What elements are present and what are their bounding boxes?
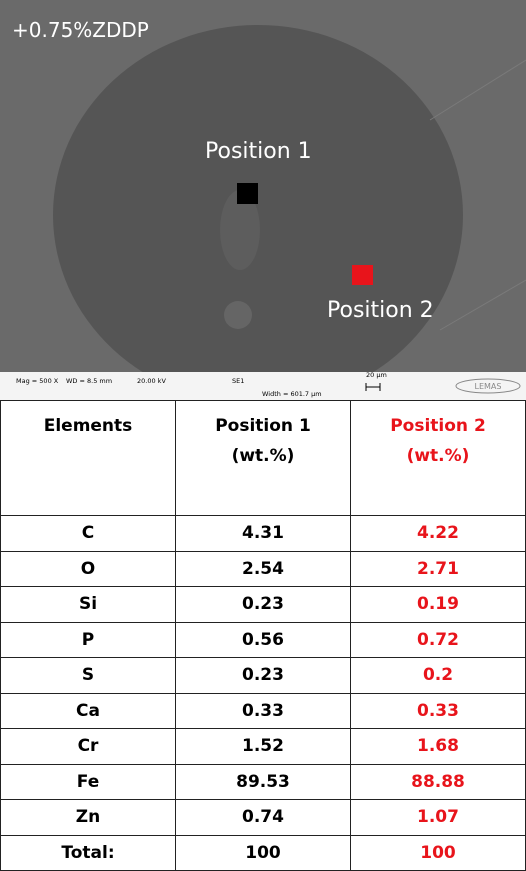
- table-row: O 2.54 2.71: [0, 550, 526, 587]
- image-label: +0.75%ZDDP: [12, 18, 149, 42]
- marker-square: [352, 265, 373, 285]
- scratch: [439, 279, 526, 331]
- table-cell: 0.72: [350, 621, 526, 658]
- wear-scar: [53, 25, 463, 400]
- info-text: WD = 8.5 mm: [66, 377, 112, 385]
- table-row: Total: 100 100: [0, 834, 526, 871]
- debris: [224, 301, 252, 329]
- table-row: C 4.31 4.22: [0, 515, 526, 552]
- debris: [220, 190, 260, 270]
- table-cell: 88.88: [350, 763, 526, 800]
- info-text: 20 µm: [366, 371, 387, 379]
- info-text: 20.00 kV: [137, 377, 166, 385]
- table-cell: C: [0, 515, 176, 552]
- info-text: Mag = 500 X: [16, 377, 59, 385]
- table-row: S 0.23 0.2: [0, 657, 526, 694]
- table-cell: O: [0, 550, 176, 587]
- table-cell: 89.53: [175, 763, 351, 800]
- table-cell: Total:: [0, 834, 176, 871]
- table-cell: 0.19: [350, 586, 526, 623]
- table-body: C 4.31 4.22 O 2.54 2.71 Si 0.23 0.19 P 0.56 0.72 S 0.…: [0, 515, 526, 871]
- table-cell: 100: [350, 834, 526, 871]
- table-row: Fe 89.53 88.88: [0, 763, 526, 800]
- marker-label: Position 2: [327, 298, 434, 323]
- header-cell: Elements: [0, 400, 176, 516]
- table-cell: S: [0, 657, 176, 694]
- table-cell: 0.74: [175, 799, 351, 836]
- table-row: Ca 0.33 0.33: [0, 692, 526, 729]
- header-cell: Position 1 (wt.%): [175, 400, 351, 516]
- table-cell: 4.31: [175, 515, 351, 552]
- table-cell: 100: [175, 834, 351, 871]
- table-cell: 0.23: [175, 657, 351, 694]
- logo-outline: [455, 378, 521, 394]
- marker-square: [237, 183, 258, 204]
- composition-table: Elements Position 1 (wt.%) Position 2 (wt.…: [0, 400, 526, 871]
- header-row: Elements Position 1 (wt.%) Position 2 (wt.…: [0, 400, 526, 516]
- table-row: Si 0.23 0.19: [0, 586, 526, 623]
- header-cell: Position 2 (wt.%): [350, 400, 526, 516]
- table-cell: Ca: [0, 692, 176, 729]
- table-cell: 0.2: [350, 657, 526, 694]
- marker-label: Position 1: [205, 139, 312, 164]
- table-cell: 2.71: [350, 550, 526, 587]
- table-cell: Zn: [0, 799, 176, 836]
- table-cell: P: [0, 621, 176, 658]
- table-cell: 0.33: [350, 692, 526, 729]
- table-row: P 0.56 0.72: [0, 621, 526, 658]
- table-cell: 4.22: [350, 515, 526, 552]
- table-cell: Fe: [0, 763, 176, 800]
- sem-image: +0.75%ZDDP Position 1 Position 2 Mag = 5…: [0, 0, 526, 400]
- table-cell: 1.68: [350, 728, 526, 765]
- table-cell: 2.54: [175, 550, 351, 587]
- table-cell: Cr: [0, 728, 176, 765]
- table-cell: 1.52: [175, 728, 351, 765]
- table-cell: 0.23: [175, 586, 351, 623]
- info-bar: [0, 372, 526, 400]
- table-row: Cr 1.52 1.68: [0, 728, 526, 765]
- scratch: [429, 59, 526, 121]
- scale-bar: [365, 383, 381, 391]
- table-cell: 1.07: [350, 799, 526, 836]
- table-row: Zn 0.74 1.07: [0, 799, 526, 836]
- table-cell: Si: [0, 586, 176, 623]
- table-cell: 0.56: [175, 621, 351, 658]
- info-text: Width = 601.7 µm: [262, 390, 322, 398]
- info-text: SE1: [232, 377, 244, 385]
- table-cell: 0.33: [175, 692, 351, 729]
- logo: LEMAS: [475, 382, 502, 391]
